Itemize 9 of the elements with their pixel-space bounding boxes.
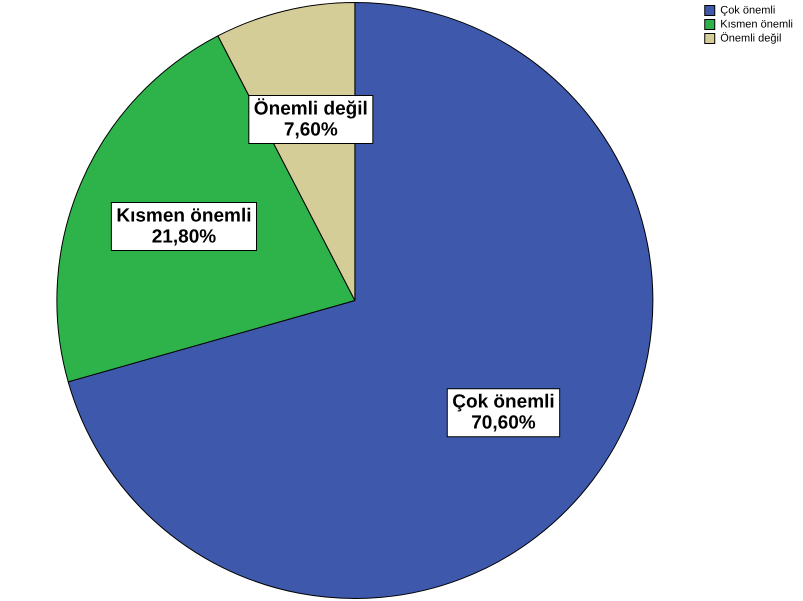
data-label: 70,60% xyxy=(471,412,536,434)
legend-label: Kısmen önemli xyxy=(720,18,794,31)
legend-label: Önemli değil xyxy=(720,32,782,45)
data-label: 7,60% xyxy=(284,119,338,140)
slice-label: Kısmen önemli xyxy=(116,205,252,226)
slice-label: Çok önemli xyxy=(452,392,555,413)
slice-label: Önemli değil xyxy=(254,97,368,120)
data-label: 21,80% xyxy=(152,226,216,248)
legend-label: Çok önemli xyxy=(720,4,776,17)
